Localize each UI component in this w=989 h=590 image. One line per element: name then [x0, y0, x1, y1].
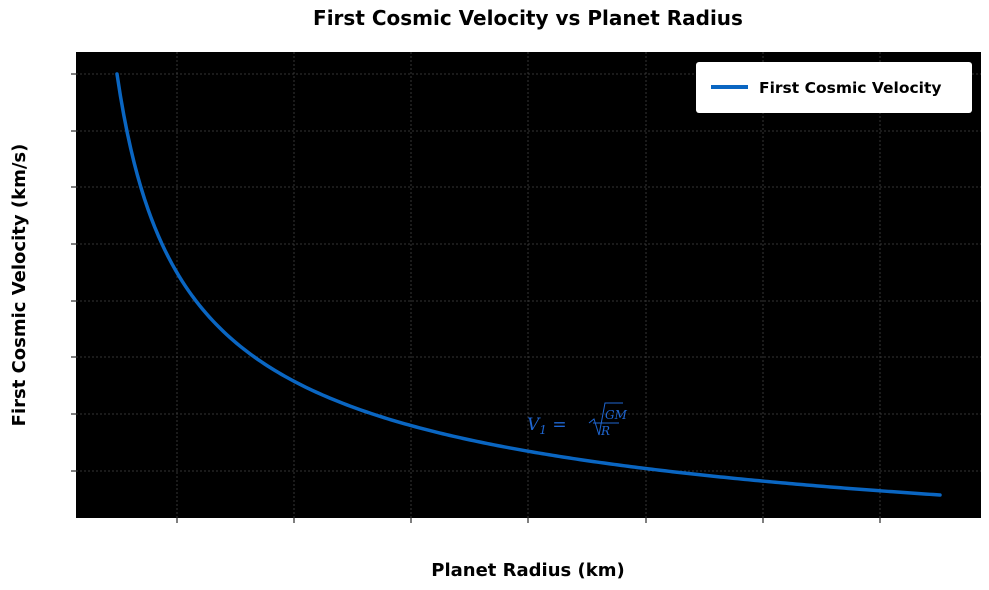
- formula-lhs: V1 =: [527, 415, 567, 437]
- formula-numerator: GM: [605, 408, 628, 422]
- ticks: [71, 73, 881, 523]
- legend-label: First Cosmic Velocity: [759, 79, 942, 97]
- y-axis-label: First Cosmic Velocity (km/s): [9, 144, 30, 427]
- chart-title: First Cosmic Velocity vs Planet Radius: [313, 6, 743, 30]
- legend-box: [696, 62, 972, 113]
- formula-subscript: 1: [539, 423, 547, 437]
- grid: [76, 52, 981, 518]
- formula-denominator: R: [600, 424, 610, 438]
- series-line-first-cosmic-velocity: [115, 72, 942, 497]
- formula-radical: [588, 402, 623, 436]
- x-axis-label: Planet Radius (km): [431, 560, 624, 581]
- formula-annotation: V1 = GM R: [527, 402, 628, 438]
- legend: First Cosmic Velocity: [696, 62, 972, 113]
- plot-area: [76, 52, 981, 518]
